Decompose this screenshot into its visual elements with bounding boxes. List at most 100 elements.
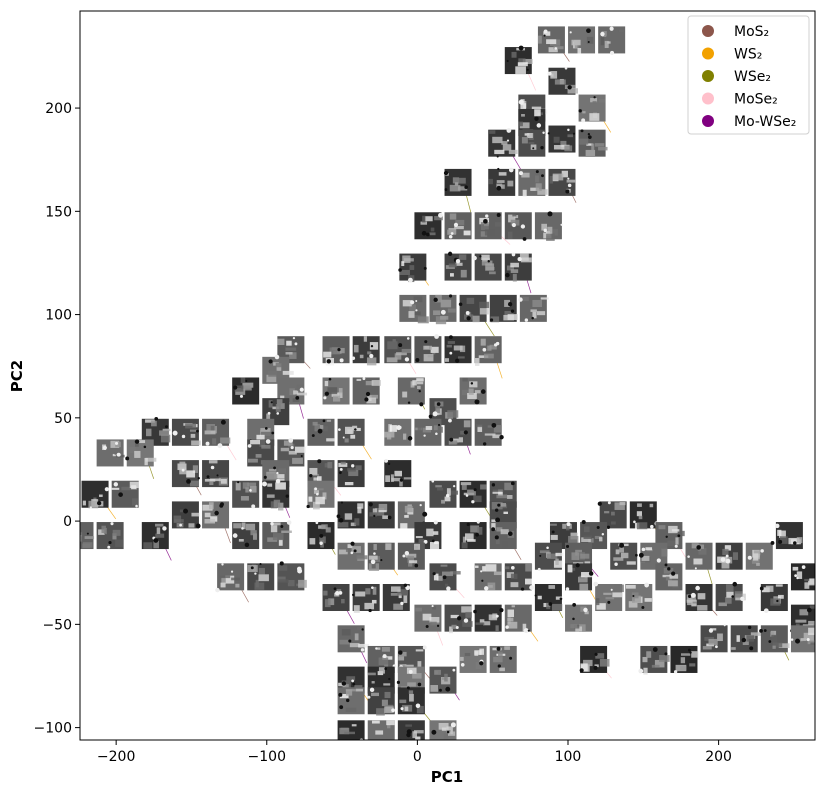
point-thumbnail <box>759 625 790 653</box>
point-thumbnail <box>625 582 653 612</box>
point-thumbnail <box>96 439 125 467</box>
point-thumbnail <box>322 336 350 366</box>
point-thumbnail <box>444 604 473 634</box>
point-thumbnail <box>459 645 487 673</box>
point-thumbnail <box>790 563 815 591</box>
point-thumbnail <box>504 212 532 241</box>
point-thumbnail <box>730 625 762 653</box>
point-thumbnail <box>443 168 472 196</box>
point-thumbnail <box>429 563 461 591</box>
point-thumbnail <box>610 542 638 570</box>
point-thumbnail <box>307 521 335 550</box>
point-thumbnail <box>655 563 683 591</box>
legend-box <box>687 15 810 135</box>
point-thumbnail <box>700 624 728 653</box>
y-tick-label: −50 <box>42 617 72 633</box>
point-thumbnail <box>685 584 713 612</box>
point-thumbnail <box>715 542 743 570</box>
point-thumbnail <box>568 26 596 54</box>
point-thumbnail <box>504 45 533 75</box>
point-thumbnail <box>384 336 412 364</box>
point-thumbnail <box>474 418 504 446</box>
point-thumbnail <box>171 460 200 488</box>
point-thumbnail <box>262 520 292 550</box>
x-tick-label: −100 <box>248 749 286 765</box>
point-thumbnail <box>202 460 230 488</box>
legend: MoS₂ WS₂ WSe₂ MoSe₂ Mo-WSe₂ <box>687 15 810 135</box>
point-thumbnail <box>414 212 443 240</box>
point-thumbnail <box>534 542 564 571</box>
point-thumbnail <box>504 563 535 591</box>
point-thumbnail <box>459 377 487 405</box>
legend-label: WS₂ <box>734 47 762 63</box>
point-thumbnail <box>307 418 336 446</box>
point-thumbnail <box>444 251 472 281</box>
point-thumbnail <box>518 294 549 322</box>
point-thumbnail <box>337 625 370 653</box>
plot-frame <box>79 10 816 741</box>
y-axis: −100 −50 0 50 100 150 200 <box>34 101 80 737</box>
point-thumbnail <box>759 584 788 614</box>
point-thumbnail <box>232 480 260 509</box>
point-thumbnail <box>578 94 606 123</box>
point-thumbnail <box>579 645 610 673</box>
y-tick-label: 100 <box>45 308 72 324</box>
point-thumbnail <box>277 561 307 591</box>
point-thumbnail <box>337 418 365 446</box>
legend-label: MoSe₂ <box>734 92 778 108</box>
point-thumbnail <box>774 522 803 550</box>
point-thumbnail <box>429 479 459 508</box>
point-thumbnail <box>504 604 532 634</box>
point-thumbnail <box>141 416 171 446</box>
point-thumbnail <box>429 720 457 740</box>
point-thumbnail <box>444 335 472 364</box>
point-thumbnail <box>367 687 395 716</box>
legend-marker <box>702 47 714 60</box>
point-thumbnail <box>547 125 576 153</box>
point-thumbnail <box>306 480 335 510</box>
point-thumbnail <box>322 377 350 405</box>
legend-marker <box>702 115 714 127</box>
point-thumbnail <box>685 542 713 570</box>
point-thumbnail <box>367 542 395 571</box>
point-thumbnail <box>337 687 365 715</box>
point-thumbnail <box>397 686 425 715</box>
point-thumbnail <box>397 720 425 740</box>
legend-label: Mo-WSe₂ <box>734 114 796 130</box>
point-thumbnail <box>262 478 290 511</box>
legend-marker <box>702 92 714 105</box>
point-thumbnail <box>399 294 429 324</box>
point-thumbnail <box>202 501 230 529</box>
point-thumbnail <box>504 252 532 282</box>
point-thumbnail <box>352 377 381 405</box>
point-thumbnail <box>215 563 245 593</box>
point-thumbnail <box>565 603 593 632</box>
point-thumbnail <box>111 480 139 508</box>
y-tick-label: 150 <box>45 204 72 220</box>
point-thumbnail <box>629 501 659 530</box>
point-thumbnail <box>474 336 502 366</box>
point-thumbnail <box>534 584 563 612</box>
point-thumbnail <box>367 501 395 529</box>
point-thumbnail <box>578 129 608 157</box>
point-thumbnail <box>489 645 517 673</box>
point-thumbnail <box>488 167 516 196</box>
thumbnail-layer <box>80 26 815 740</box>
x-axis-title: PC1 <box>431 768 463 786</box>
point-thumbnail <box>81 480 109 509</box>
point-thumbnail <box>96 522 124 550</box>
point-thumbnail <box>322 584 350 612</box>
point-thumbnail <box>414 418 443 446</box>
point-thumbnail <box>458 294 490 323</box>
point-thumbnail <box>534 211 563 241</box>
point-thumbnail <box>745 541 775 570</box>
point-thumbnail <box>518 168 548 197</box>
point-thumbnail <box>444 212 472 240</box>
point-thumbnail <box>337 460 365 488</box>
point-thumbnail <box>351 584 380 613</box>
point-thumbnail <box>547 66 579 95</box>
point-thumbnail <box>171 418 201 446</box>
point-thumbnail <box>474 212 502 240</box>
y-tick-label: −100 <box>34 721 72 737</box>
y-tick-label: 50 <box>54 411 72 427</box>
